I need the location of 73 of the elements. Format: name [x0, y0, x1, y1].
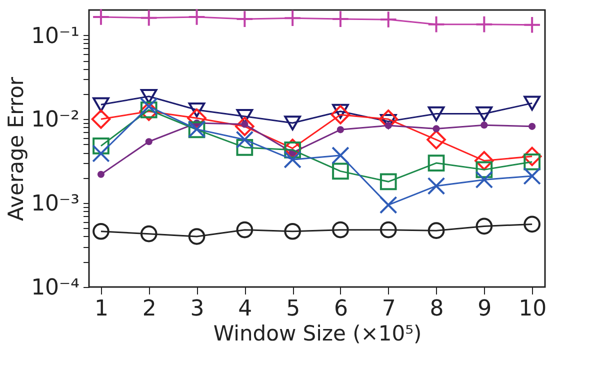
- point: [92, 8, 110, 26]
- x-tick-label: 10: [518, 296, 547, 322]
- x-tick-label: 8: [430, 296, 444, 322]
- point: [428, 106, 445, 122]
- point: [475, 170, 494, 189]
- x-tick-label: 6: [334, 296, 348, 322]
- point: [188, 228, 206, 245]
- point: [140, 97, 158, 116]
- point: [284, 222, 301, 240]
- x-axis-title: Window Size (×10⁵): [213, 322, 422, 346]
- point: [284, 142, 301, 158]
- point: [432, 125, 440, 132]
- point: [332, 10, 350, 28]
- y-tick-label: 10⁻³: [31, 192, 80, 217]
- point: [235, 116, 254, 136]
- point: [379, 10, 398, 28]
- point: [476, 106, 493, 122]
- y-tick-label: 10⁻¹: [31, 24, 80, 49]
- point: [380, 173, 397, 190]
- point: [236, 139, 254, 156]
- point: [476, 161, 493, 178]
- x-tick-label: 2: [142, 296, 156, 322]
- point: [332, 221, 349, 238]
- x-tick-label: 4: [238, 296, 252, 322]
- x-tick-label: 9: [478, 296, 492, 322]
- point: [140, 9, 158, 27]
- point: [236, 221, 254, 238]
- point: [91, 110, 111, 129]
- point: [145, 138, 152, 146]
- point: [332, 146, 350, 164]
- point: [92, 97, 110, 112]
- point: [528, 122, 536, 130]
- x-tick-label: 3: [190, 296, 204, 322]
- point: [523, 16, 541, 34]
- point: [330, 105, 350, 124]
- point: [284, 150, 302, 168]
- point: [140, 225, 158, 242]
- point: [332, 162, 349, 180]
- point: [336, 126, 344, 134]
- point: [474, 151, 494, 170]
- x-tick-label: 1: [94, 296, 108, 322]
- point: [380, 221, 397, 238]
- point: [475, 15, 494, 34]
- x-tick-label: 7: [382, 296, 396, 322]
- y-tick-label: 10⁻²: [31, 108, 80, 133]
- point: [426, 130, 446, 150]
- point: [236, 130, 254, 149]
- point: [140, 88, 158, 104]
- point: [523, 167, 541, 185]
- point: [524, 153, 540, 170]
- point: [188, 102, 206, 118]
- point: [92, 144, 110, 162]
- point: [236, 10, 254, 28]
- point: [427, 15, 446, 34]
- point: [379, 196, 398, 214]
- point: [428, 154, 445, 172]
- point: [522, 146, 542, 166]
- point: [284, 116, 301, 130]
- point: [92, 222, 110, 240]
- y-axis-title: Average Error: [4, 76, 28, 222]
- y-tick-label: 10⁻⁴: [31, 276, 80, 300]
- point: [188, 8, 206, 26]
- point: [92, 138, 110, 154]
- point: [524, 96, 540, 111]
- point: [97, 170, 105, 178]
- point: [480, 122, 488, 129]
- point: [427, 177, 446, 195]
- point: [524, 216, 540, 233]
- point: [476, 218, 493, 235]
- point: [284, 9, 302, 28]
- x-tick-label: 5: [286, 296, 300, 322]
- point: [187, 108, 206, 128]
- point: [428, 222, 445, 240]
